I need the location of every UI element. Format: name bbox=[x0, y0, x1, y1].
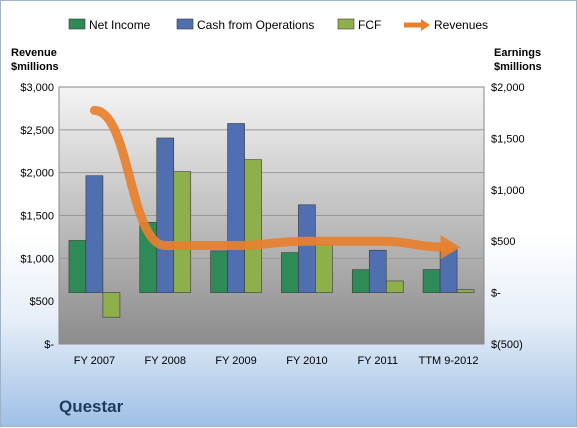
left-tick-label: $2,500 bbox=[20, 125, 54, 137]
legend-label: Cash from Operations bbox=[197, 18, 314, 32]
bar-net-income bbox=[422, 269, 441, 293]
grid-lines bbox=[59, 129, 484, 302]
bar-fcf bbox=[244, 159, 262, 293]
right-axis-ticks: $(500) $- $500 $1,000 $1,500 $2,000 bbox=[491, 82, 525, 351]
right-tick-label: $1,500 bbox=[491, 133, 525, 145]
left-tick-label: $1,500 bbox=[20, 211, 54, 223]
legend-label: Revenues bbox=[434, 18, 488, 32]
revenue-line-layer bbox=[89, 105, 461, 260]
x-tick-label: FY 2008 bbox=[145, 355, 186, 367]
right-tick-label: $500 bbox=[491, 236, 515, 248]
bar-cash-from-operations bbox=[368, 249, 387, 293]
x-axis-ticks: FY 2007 FY 2008 FY 2009 FY 2010 FY 2011 TTM 9… bbox=[74, 355, 479, 367]
bar-fcf bbox=[315, 244, 333, 293]
left-tick-label: $2,000 bbox=[20, 168, 54, 180]
right-axis-title-line2: $millions bbox=[494, 61, 542, 73]
left-axis-title-line2: $millions bbox=[11, 61, 59, 73]
legend-label: Net Income bbox=[89, 18, 151, 32]
bar-cash-from-operations bbox=[227, 123, 245, 293]
right-tick-label: $1,000 bbox=[491, 185, 525, 197]
bar-fcf bbox=[173, 171, 192, 293]
bar-cash-from-operations bbox=[298, 204, 316, 293]
x-tick-label: FY 2011 bbox=[357, 355, 398, 367]
right-tick-label: $2,000 bbox=[491, 82, 525, 94]
left-axis-ticks: $- $500 $1,000 $1,500 $2,000 $2,500 $3,000 bbox=[20, 82, 54, 351]
revenue-arrowhead bbox=[440, 235, 461, 260]
bar-cash-from-operations bbox=[85, 175, 104, 293]
legend-swatch bbox=[68, 18, 86, 30]
right-tick-label: $- bbox=[491, 288, 501, 300]
x-tick-label: FY 2009 bbox=[215, 355, 256, 367]
bar-cash-from-operations bbox=[156, 137, 175, 293]
left-tick-label: $500 bbox=[30, 296, 54, 308]
right-tick-label: $(500) bbox=[491, 339, 523, 351]
left-tick-label: $- bbox=[44, 339, 54, 351]
bar-fcf bbox=[456, 289, 475, 293]
legend-label: FCF bbox=[358, 18, 381, 32]
bar-net-income bbox=[68, 240, 87, 293]
x-tick-label: FY 2007 bbox=[74, 355, 115, 367]
bar-net-income bbox=[281, 252, 299, 293]
legend-swatch bbox=[176, 18, 194, 30]
legend-swatch-arrow bbox=[421, 19, 430, 31]
company-name: Questar bbox=[59, 397, 124, 416]
revenue-line bbox=[89, 105, 454, 252]
left-tick-label: $1,000 bbox=[20, 253, 54, 265]
x-tick-label: FY 2010 bbox=[286, 355, 327, 367]
x-tick-label: TTM 9-2012 bbox=[419, 355, 479, 367]
left-tick-label: $3,000 bbox=[20, 82, 54, 94]
legend: Net Income Cash from Operations FCF Revenue… bbox=[68, 18, 488, 32]
right-axis-title-line1: Earnings bbox=[494, 47, 541, 59]
legend-swatch bbox=[337, 18, 355, 30]
bars-layer bbox=[68, 123, 475, 318]
bar-fcf bbox=[385, 280, 404, 293]
bar-fcf bbox=[102, 292, 121, 318]
left-axis-title-line1: Revenue bbox=[11, 47, 57, 59]
bar-net-income bbox=[210, 250, 228, 293]
bar-net-income bbox=[351, 269, 370, 293]
